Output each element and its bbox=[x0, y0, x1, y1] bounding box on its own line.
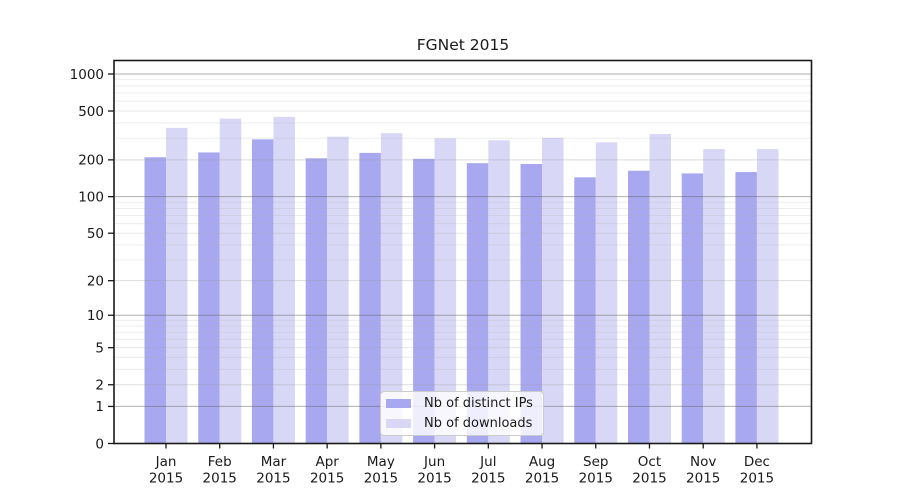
x-tick-label-month-jan: Jan bbox=[155, 454, 177, 470]
y-tick-label-200: 200 bbox=[78, 153, 104, 169]
legend-swatch-distinct-ips bbox=[386, 399, 411, 408]
legend-label-downloads: Nb of downloads bbox=[424, 416, 533, 431]
x-tick-label-year-mar: 2015 bbox=[256, 471, 290, 487]
y-tick-label-20: 20 bbox=[87, 273, 104, 289]
y-tick-label-1: 1 bbox=[95, 399, 104, 415]
x-tick-label-year-oct: 2015 bbox=[632, 471, 666, 487]
x-tick-label-year-apr: 2015 bbox=[310, 471, 344, 487]
y-tick-label-10: 10 bbox=[87, 308, 104, 324]
bar-downloads-may bbox=[380, 133, 403, 444]
bar-ips-jul bbox=[466, 163, 489, 444]
legend-item-downloads: Nb of downloads bbox=[386, 414, 543, 434]
bar-downloads-oct bbox=[649, 134, 671, 444]
x-tick-label-month-may: May bbox=[367, 454, 395, 470]
x-tick-label-year-jul: 2015 bbox=[471, 471, 505, 487]
bar-ips-feb bbox=[198, 152, 220, 444]
x-tick-label-month-jun: Jun bbox=[423, 454, 445, 470]
x-tick-label-month-mar: Mar bbox=[261, 454, 287, 470]
bar-downloads-feb bbox=[219, 118, 242, 444]
bar-ips-apr bbox=[305, 158, 328, 444]
y-tick-label-5: 5 bbox=[95, 340, 104, 356]
bar-ips-sep bbox=[574, 177, 596, 444]
bar-ips-nov bbox=[681, 173, 704, 444]
y-tick-label-500: 500 bbox=[78, 104, 104, 120]
bar-ips-aug bbox=[520, 164, 543, 444]
bar-ips-may bbox=[359, 152, 381, 444]
x-tick-label-year-aug: 2015 bbox=[525, 471, 559, 487]
x-tick-label-year-may: 2015 bbox=[364, 471, 398, 487]
chart-title: FGNet 2015 bbox=[416, 36, 510, 54]
x-tick-label-month-jul: Jul bbox=[479, 454, 496, 470]
bar-downloads-sep bbox=[595, 142, 618, 444]
x-tick-label-year-feb: 2015 bbox=[203, 471, 237, 487]
y-tick-label-0: 0 bbox=[95, 436, 104, 452]
plot-frame bbox=[113, 59, 813, 445]
legend-item-distinct-ips: Nb of distinct IPs bbox=[386, 394, 543, 414]
bar-downloads-apr bbox=[327, 136, 349, 444]
x-tick-label-year-dec: 2015 bbox=[740, 471, 774, 487]
bar-downloads-dec bbox=[756, 149, 779, 444]
bar-ips-dec bbox=[735, 172, 757, 444]
x-tick-label-month-dec: Dec bbox=[744, 454, 770, 470]
y-tick-label-100: 100 bbox=[78, 189, 104, 205]
x-tick-label-month-aug: Aug bbox=[529, 454, 555, 470]
x-tick-label-month-oct: Oct bbox=[638, 454, 661, 470]
bar-downloads-jan bbox=[166, 127, 188, 444]
x-tick-label-month-nov: Nov bbox=[690, 454, 716, 470]
x-tick-label-year-jan: 2015 bbox=[149, 471, 183, 487]
bar-ips-jan bbox=[144, 157, 166, 444]
y-tick-label-1000: 1000 bbox=[70, 67, 104, 83]
legend-label-distinct-ips: Nb of distinct IPs bbox=[424, 396, 533, 411]
bar-ips-jun bbox=[413, 158, 435, 444]
legend-swatch-downloads bbox=[386, 419, 411, 428]
bar-downloads-jul bbox=[488, 140, 510, 444]
bar-ips-oct bbox=[627, 170, 650, 444]
x-tick-label-month-sep: Sep bbox=[583, 454, 608, 470]
x-tick-label-year-sep: 2015 bbox=[579, 471, 613, 487]
bar-downloads-mar bbox=[273, 116, 295, 444]
y-tick-label-2: 2 bbox=[95, 378, 104, 394]
x-tick-label-month-feb: Feb bbox=[208, 454, 232, 470]
bar-downloads-nov bbox=[703, 149, 725, 444]
x-tick-label-month-apr: Apr bbox=[315, 454, 339, 470]
x-tick-label-year-jun: 2015 bbox=[417, 471, 451, 487]
y-tick-label-50: 50 bbox=[87, 226, 104, 242]
bar-downloads-jun bbox=[434, 138, 457, 444]
legend: Nb of distinct IPs Nb of downloads bbox=[380, 391, 544, 436]
x-tick-label-year-nov: 2015 bbox=[686, 471, 720, 487]
bar-ips-mar bbox=[251, 139, 274, 444]
bar-downloads-aug bbox=[542, 137, 564, 444]
